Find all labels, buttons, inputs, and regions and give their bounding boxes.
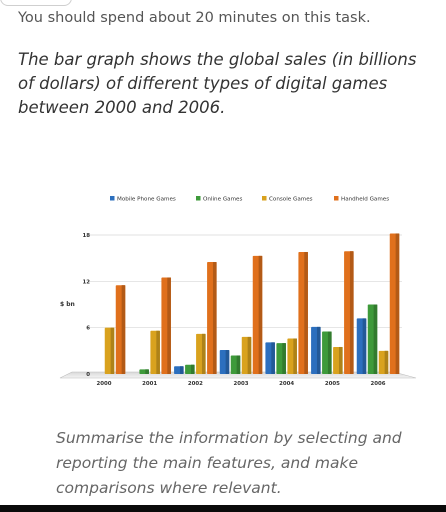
bar-shade-handheld-games-2001 [167,277,171,374]
legend-swatch-mobile-phone-games [110,196,115,201]
legend-swatch-online-games [196,196,201,201]
legend-swatch-handheld-games [334,196,339,201]
chart-bars [104,233,400,374]
y-tick-12: 12 [82,279,90,285]
bar-shade-mobile-phone-games-2006 [362,318,367,374]
legend-swatch-console-games [262,196,267,201]
bar-shade-online-games-2005 [327,331,332,374]
bar-shade-online-games-2006 [373,304,378,374]
bar-shade-online-games-2002 [190,364,195,374]
bar-shade-mobile-phone-games-2003 [225,350,230,374]
bar-shade-mobile-phone-games-2002 [179,366,184,374]
chart-grid [88,234,402,329]
bar-shade-mobile-phone-games-2004 [271,342,275,374]
instruction-text: You should spend about 20 minutes on thi… [18,10,371,26]
y-axis-label: $ bn [60,301,75,308]
legend-label-online-games: Online Games [203,197,242,203]
bar-shade-console-games-2003 [247,336,252,374]
bar-shade-console-games-2005 [338,346,343,374]
bar-shade-console-games-2001 [156,330,160,374]
legend-label-console-games: Console Games [269,197,313,203]
y-tick-labels: 0 6 12 18 [82,233,90,378]
bar-shade-online-games-2003 [236,355,241,374]
summary-prompt: Summarise the information by selecting a… [56,429,402,497]
chart-legend: Mobile Phone Games Online Games Console Ga… [110,196,389,203]
x-tick-2000: 2000 [96,381,111,387]
y-tick-6: 6 [86,326,90,332]
x-tick-2005: 2005 [325,381,340,387]
bar-shade-handheld-games-2000 [121,285,126,374]
bar-chart: Mobile Phone Games Online Games Console Ga… [52,182,424,396]
bar-shade-console-games-2002 [201,333,206,374]
x-tick-2003: 2003 [233,381,248,387]
bar-shade-mobile-phone-games-2005 [316,326,321,374]
bar-shade-handheld-games-2002 [212,262,217,374]
bar-shade-handheld-games-2006 [395,233,400,374]
bar-shade-handheld-games-2003 [258,255,263,374]
legend-label-mobile-phone-games: Mobile Phone Games [117,197,176,203]
task-prompt: The bar graph shows the global sales (in… [18,50,417,117]
bar-shade-online-games-2004 [282,343,286,374]
bar-shade-console-games-2006 [384,350,389,374]
y-tick-0: 0 [86,372,90,378]
x-tick-labels: 2000 2001 2002 2003 2004 2005 2006 [96,381,385,387]
bottom-bar [0,505,446,512]
x-tick-2002: 2002 [188,381,203,387]
x-tick-2004: 2004 [279,381,294,387]
bar-shade-console-games-2004 [293,338,297,374]
y-tick-18: 18 [82,233,90,239]
legend-label-handheld-games: Handheld Games [341,197,389,203]
bar-shade-handheld-games-2004 [304,251,308,374]
top-tab-edge [0,0,72,6]
x-tick-2006: 2006 [370,381,385,387]
bar-shade-console-games-2000 [110,327,115,374]
x-tick-2001: 2001 [142,381,157,387]
bar-shade-handheld-games-2005 [349,251,354,374]
bar-shade-online-games-2001 [145,369,149,374]
